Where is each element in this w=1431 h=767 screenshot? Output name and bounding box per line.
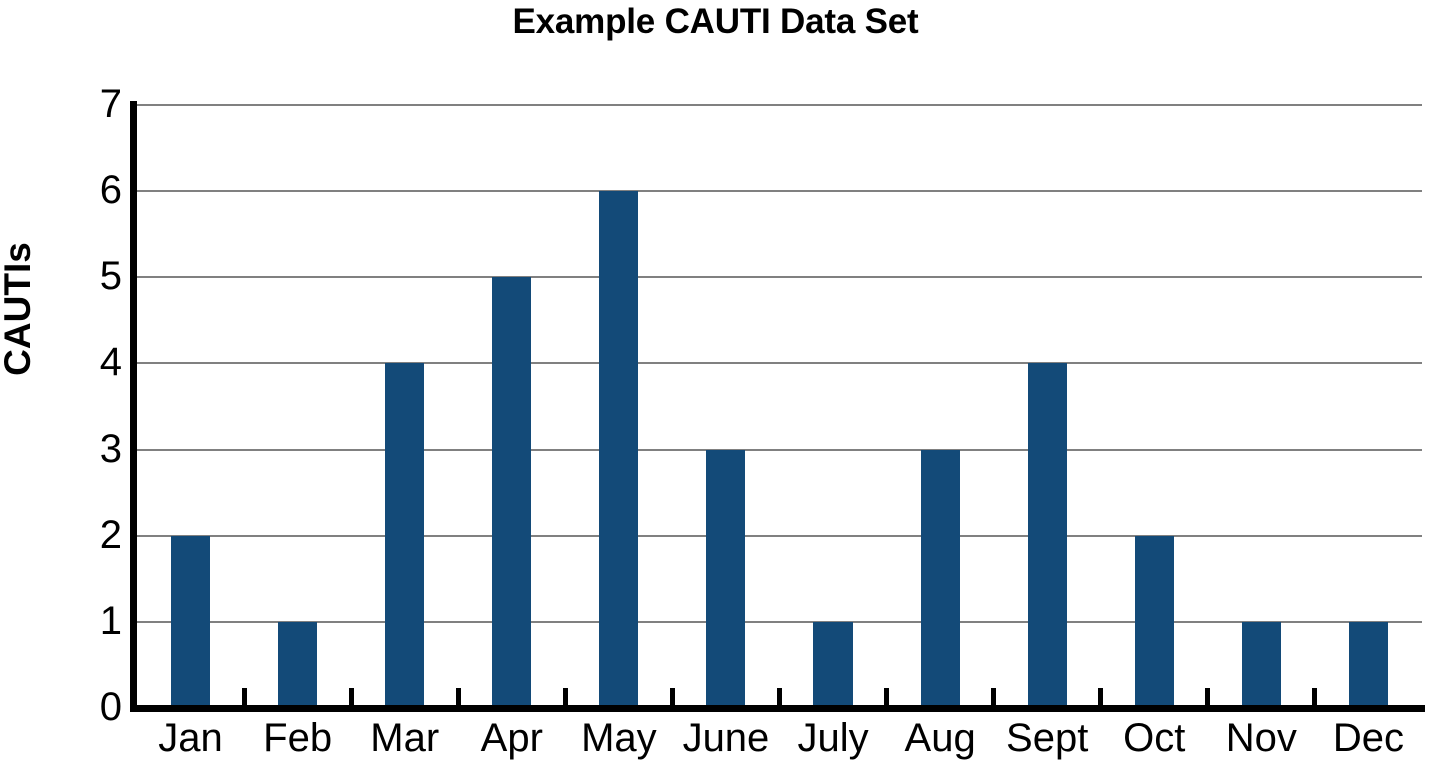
x-axis-tick-6 [777, 688, 782, 708]
bar-nov[interactable] [1241, 621, 1281, 708]
x-tick-label-mar: Mar [370, 716, 440, 760]
y-tick-label-3: 3 [99, 426, 122, 471]
bar-feb[interactable] [278, 621, 318, 708]
x-axis-tick-10 [1205, 688, 1211, 708]
chart-title: Example CAUTI Data Set [512, 2, 919, 41]
bar-may[interactable] [599, 191, 639, 708]
bar-aug[interactable] [920, 449, 960, 708]
bar-oct[interactable] [1134, 535, 1174, 708]
bar-july[interactable] [813, 621, 853, 708]
y-tick-label-2: 2 [99, 512, 122, 557]
gridline-6 [137, 190, 1422, 193]
x-axis-tick-2 [348, 688, 354, 708]
x-axis-tick-labels: Jan Feb Mar Apr May June July Aug Sept Oct Nov Dec [137, 712, 1422, 767]
y-axis-title: CAUTIs [0, 242, 38, 376]
x-tick-label-june: June [682, 716, 770, 760]
x-tick-label-july: July [797, 716, 869, 760]
bar-jan[interactable] [170, 535, 211, 708]
bar-dec[interactable] [1348, 621, 1388, 708]
y-axis-line [130, 101, 137, 712]
bar-june[interactable] [706, 449, 746, 708]
x-axis-tick-8 [991, 688, 997, 708]
x-axis-tick-7 [884, 688, 890, 708]
bar-sept[interactable] [1027, 363, 1067, 708]
x-axis-tick-1 [241, 688, 247, 708]
y-tick-label-0: 0 [99, 685, 122, 729]
x-tick-label-sept: Sept [1006, 716, 1089, 760]
gridline-7 [137, 104, 1422, 106]
y-tick-label-7: 7 [99, 82, 122, 126]
gridline-5 [137, 276, 1422, 279]
x-tick-label-oct: Oct [1123, 716, 1186, 760]
gridline-3 [137, 448, 1422, 451]
x-axis-line [130, 705, 1425, 712]
y-tick-label-4: 4 [99, 340, 122, 385]
x-axis-tick-5 [669, 688, 675, 708]
y-tick-label-5: 5 [99, 254, 122, 299]
x-tick-label-feb: Feb [263, 716, 333, 760]
x-tick-label-apr: Apr [480, 716, 543, 760]
gridline-1 [137, 620, 1422, 623]
x-axis-tick-3 [455, 688, 461, 708]
gridline-4 [137, 362, 1422, 365]
y-axis-tick-labels: 0 1 2 3 4 5 6 7 [60, 0, 122, 767]
y-tick-label-1: 1 [99, 598, 122, 643]
x-axis-tick-4 [562, 688, 568, 708]
x-axis-tick-9 [1098, 688, 1104, 708]
y-tick-label-6: 6 [99, 168, 122, 213]
x-axis-tick-11 [1312, 688, 1318, 708]
x-tick-label-may: May [581, 716, 657, 760]
bar-apr[interactable] [492, 277, 532, 708]
gridline-2 [137, 534, 1422, 537]
x-tick-label-aug: Aug [904, 716, 976, 760]
x-tick-label-dec: Dec [1332, 716, 1405, 760]
bar-mar[interactable] [385, 363, 425, 708]
x-tick-label-jan: Jan [158, 716, 223, 760]
plot-area [137, 104, 1422, 708]
x-tick-label-nov: Nov [1225, 716, 1297, 760]
